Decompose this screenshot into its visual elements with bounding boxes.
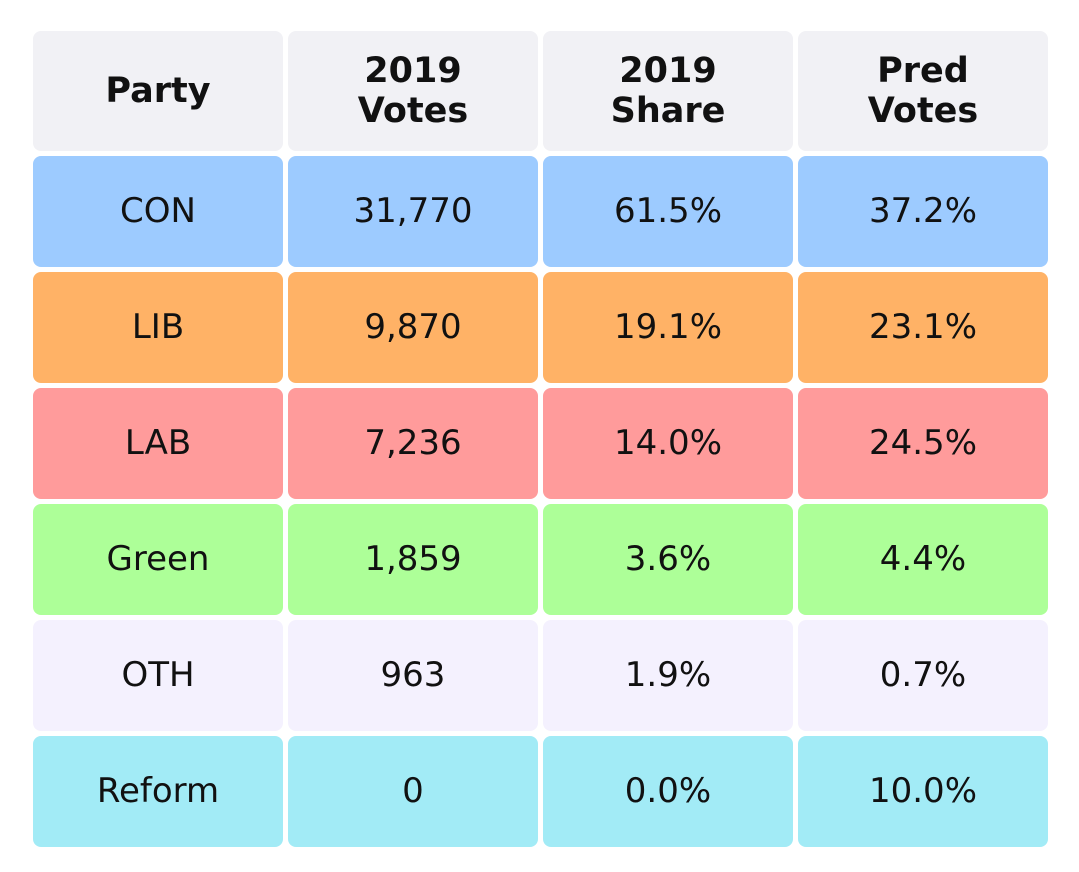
lab-party: LAB [33,388,283,499]
lab-2019-share: 14.0% [543,388,793,499]
green-2019-share: 3.6% [543,504,793,615]
oth-pred-votes: 0.7% [798,620,1048,731]
reform-party: Reform [33,736,283,847]
oth-party: OTH [33,620,283,731]
lib-pred-votes: 23.1% [798,272,1048,383]
green-pred-votes: 4.4% [798,504,1048,615]
header-2019-votes: 2019 Votes [288,31,538,151]
green-party: Green [33,504,283,615]
green-2019-votes: 1,859 [288,504,538,615]
header-2019-share: 2019 Share [543,31,793,151]
con-party: CON [33,156,283,267]
lab-2019-votes: 7,236 [288,388,538,499]
header-party: Party [33,31,283,151]
header-pred-votes: Pred Votes [798,31,1048,151]
lib-2019-votes: 9,870 [288,272,538,383]
reform-2019-votes: 0 [288,736,538,847]
con-2019-share: 61.5% [543,156,793,267]
reform-pred-votes: 10.0% [798,736,1048,847]
con-2019-votes: 31,770 [288,156,538,267]
reform-2019-share: 0.0% [543,736,793,847]
oth-2019-share: 1.9% [543,620,793,731]
lab-pred-votes: 24.5% [798,388,1048,499]
results-table: Party 2019 Votes 2019 Share Pred Votes C… [33,31,1048,847]
lib-2019-share: 19.1% [543,272,793,383]
oth-2019-votes: 963 [288,620,538,731]
con-pred-votes: 37.2% [798,156,1048,267]
lib-party: LIB [33,272,283,383]
